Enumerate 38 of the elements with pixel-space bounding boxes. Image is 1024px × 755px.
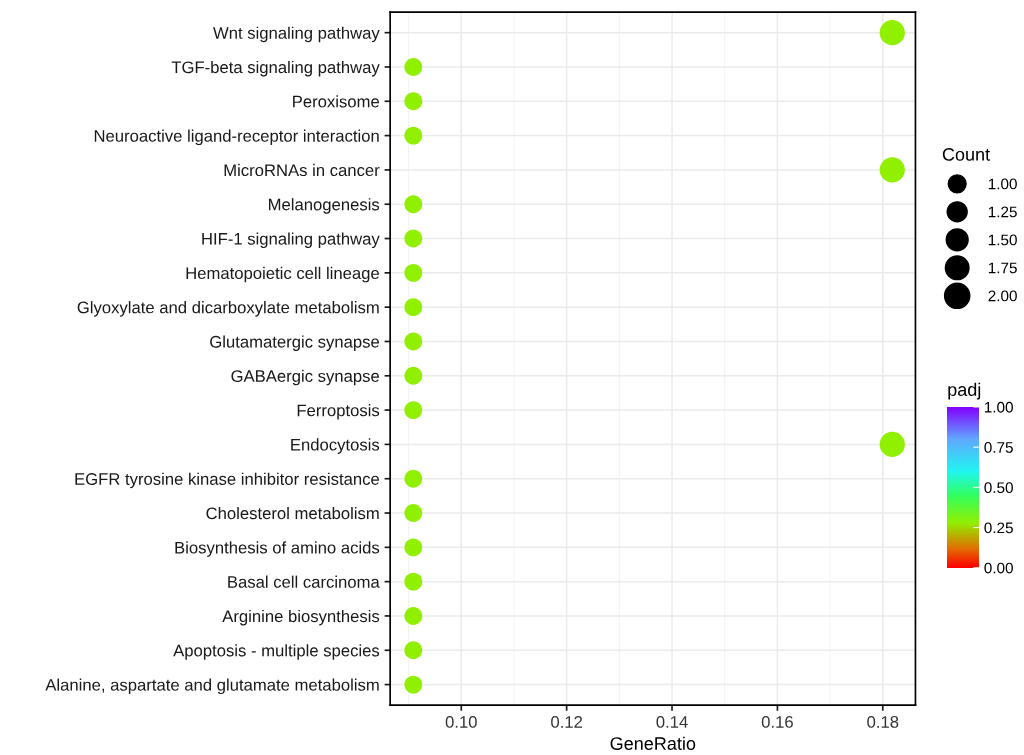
x-tick-label: 0.18 — [867, 716, 899, 728]
color-bar-label: 0.00 — [984, 562, 1013, 574]
y-tick-label: GABAergic synapse — [231, 369, 379, 386]
legend-label: 1.50 — [988, 234, 1017, 246]
color-bar-title: padj — [948, 382, 981, 400]
color-bar-label: 0.75 — [984, 442, 1013, 453]
y-tick-label: Neuroactive ligand-receptor interaction — [94, 129, 379, 146]
legend-label: 1.75 — [988, 262, 1017, 274]
legend-label: 1.25 — [988, 206, 1017, 218]
x-axis-title: GeneRatio — [610, 736, 696, 750]
y-tick-label: Basal cell carcinoma — [228, 575, 380, 588]
legend-title: Count — [942, 148, 990, 161]
y-tick-label: Peroxisome — [293, 95, 379, 108]
y-tick-label: Glutamatergic synapse — [210, 335, 379, 351]
y-tick-label: EGFR tyrosine kinase inhibitor resistance — [75, 472, 379, 489]
y-tick-label: Arginine biosynthesis — [222, 609, 380, 626]
y-tick-label: Melanogenesis — [268, 198, 380, 214]
y-tick-label: Alanine, aspartate and glutamate metabolism — [45, 678, 379, 695]
color-bar-label: 0.50 — [984, 482, 1013, 494]
y-tick-label: MicroRNAs in cancer — [224, 163, 380, 177]
x-tick-label: 0.12 — [551, 716, 583, 728]
y-tick-label: HIF-1 signaling pathway — [202, 232, 380, 249]
y-tick-label: TGF-beta signaling pathway — [171, 60, 380, 77]
y-tick-label: Endocytosis — [291, 438, 380, 454]
color-bar-label: 1.00 — [984, 401, 1013, 413]
x-tick-label: 0.16 — [761, 716, 793, 728]
legend-label: 1.00 — [988, 178, 1017, 190]
y-tick-label: Cholesterol metabolism — [206, 506, 379, 520]
y-tick-label: Glyoxylate and dicarboxylate metabolism — [77, 301, 379, 317]
x-tick-label: 0.14 — [656, 716, 688, 728]
y-tick-label: Biosynthesis of amino acids — [175, 541, 380, 557]
y-tick-label: Apoptosis - multiple species — [173, 644, 380, 660]
y-tick-label: Hematopoietic cell lineage — [186, 266, 379, 283]
y-tick-label: Ferroptosis — [297, 404, 380, 420]
y-tick-label: Wnt signaling pathway — [213, 26, 380, 43]
legend-label: 2.00 — [988, 290, 1017, 302]
color-bar-label: 0.25 — [984, 522, 1013, 534]
x-tick-label: 0.10 — [445, 716, 477, 728]
